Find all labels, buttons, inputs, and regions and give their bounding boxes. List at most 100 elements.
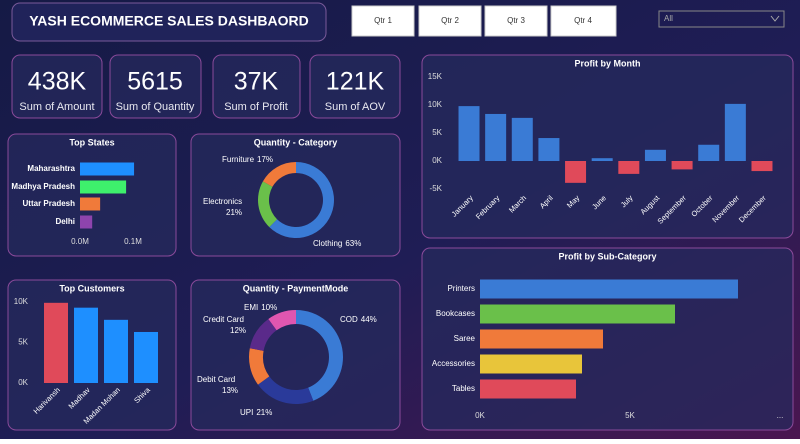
donut-slice (269, 162, 335, 238)
bar (538, 138, 560, 161)
button-label[interactable]: Qtr 2 (441, 16, 459, 25)
slice-label: Credit Card (203, 315, 244, 324)
x-tick-label: 0.1M (124, 237, 142, 246)
y-tick-label: Uttar Pradesh (23, 199, 76, 208)
donut-slice (257, 376, 314, 404)
slice-label-group: Clothing 63% (313, 239, 361, 248)
slice-label-group: COD 44% (340, 315, 377, 324)
slice-label: Furniture (222, 155, 255, 164)
button-label[interactable]: Qtr 1 (374, 16, 392, 25)
slice-value: 44% (361, 315, 377, 324)
bar (80, 180, 127, 194)
slice-label-group: UPI 21% (240, 408, 272, 417)
kpi-label: Sum of Amount (19, 101, 94, 113)
y-tick-label: Madhya Pradesh (11, 182, 75, 191)
slice-label: UPI (240, 408, 253, 417)
dashboard-title: YASH ECOMMERCE SALES DASHBAORD (29, 13, 309, 29)
bar (104, 319, 128, 383)
quarter-buttons: Qtr 1 Qtr 2 Qtr 3 Qtr 4 (351, 5, 617, 37)
bar (80, 215, 93, 229)
bar (618, 161, 640, 174)
bar (80, 162, 135, 176)
y-tick-label: 10K (428, 100, 443, 109)
donut-slice (258, 181, 278, 228)
bar (751, 161, 773, 172)
kpi-value: 121K (326, 68, 385, 96)
kpi-cards: 438K Sum of Amount 5615 Sum of Quantity … (11, 54, 401, 119)
button[interactable] (418, 5, 482, 37)
x-tick-label: 5K (625, 411, 635, 420)
x-tick-label: 0.0M (71, 237, 89, 246)
bar (480, 279, 738, 299)
panel (7, 133, 177, 257)
bar (644, 149, 666, 161)
y-tick-label: Bookcases (436, 309, 475, 318)
slice-label: Debit Card (197, 375, 235, 384)
panel (190, 133, 401, 257)
y-tick-label: Saree (454, 334, 476, 343)
y-tick-label: Maharashtra (27, 164, 75, 173)
bar (698, 144, 720, 161)
slice-label: Electronics (203, 197, 242, 206)
y-tick-label: 15K (428, 72, 443, 81)
bar (74, 307, 98, 383)
y-tick-label: Delhi (55, 217, 75, 226)
y-tick-label: 0K (432, 156, 442, 165)
bar (671, 161, 693, 170)
slice-value: 21% (256, 408, 272, 417)
button-label[interactable]: Qtr 3 (507, 16, 525, 25)
x-tick-label: 0K (475, 411, 485, 420)
bar (485, 113, 507, 161)
chart-title: Top Customers (59, 283, 124, 293)
y-tick-label: Accessories (432, 359, 475, 368)
chevron[interactable] (770, 15, 780, 22)
slice-label: COD (340, 315, 358, 324)
slice-value: 10% (261, 303, 277, 312)
slice-label-group: EMI 10% (244, 303, 277, 312)
bar (134, 331, 158, 383)
chart-title: Top States (69, 137, 114, 147)
button[interactable] (351, 5, 415, 37)
slice-label-group: Furniture 17% (222, 155, 273, 164)
button[interactable] (550, 5, 617, 37)
panel (190, 279, 401, 431)
bar (591, 158, 613, 161)
chart-title: Quantity - PaymentMode (243, 283, 349, 293)
chart-title: Quantity - Category (254, 137, 338, 147)
slice-value: 13% (222, 386, 238, 395)
y-tick-label: -5K (430, 184, 443, 193)
bar (80, 197, 101, 211)
kpi-label: Sum of Quantity (116, 101, 195, 113)
bar (480, 304, 675, 324)
slice-label: EMI (244, 303, 258, 312)
donut-slice (249, 318, 277, 351)
slice-value: 63% (345, 239, 361, 248)
donut-slice (262, 162, 296, 187)
dropdown-value[interactable]: All (664, 14, 673, 23)
bar (480, 329, 603, 349)
kpi-label: Sum of Profit (224, 101, 288, 113)
slice-value: 17% (257, 155, 273, 164)
kpi-card (109, 54, 202, 119)
panel (421, 54, 794, 239)
dropdown[interactable] (658, 10, 785, 28)
slice-value: 12% (230, 326, 246, 335)
kpi-card (212, 54, 301, 119)
kpi-card (11, 54, 103, 119)
x-tick-label: ... (777, 411, 784, 420)
panel (421, 247, 794, 431)
kpi-value: 37K (234, 68, 279, 96)
y-tick-label: Tables (452, 384, 475, 393)
y-tick-label: Printers (447, 284, 475, 293)
button-label[interactable]: Qtr 4 (574, 16, 592, 25)
bar (565, 161, 587, 183)
chart-title: Profit by Month (575, 58, 641, 68)
button[interactable] (484, 5, 548, 37)
bar (724, 103, 746, 161)
bar (458, 106, 480, 161)
bar (511, 117, 533, 161)
bar (480, 379, 576, 399)
kpi-value: 5615 (127, 68, 183, 96)
kpi-label: Sum of AOV (325, 101, 386, 113)
